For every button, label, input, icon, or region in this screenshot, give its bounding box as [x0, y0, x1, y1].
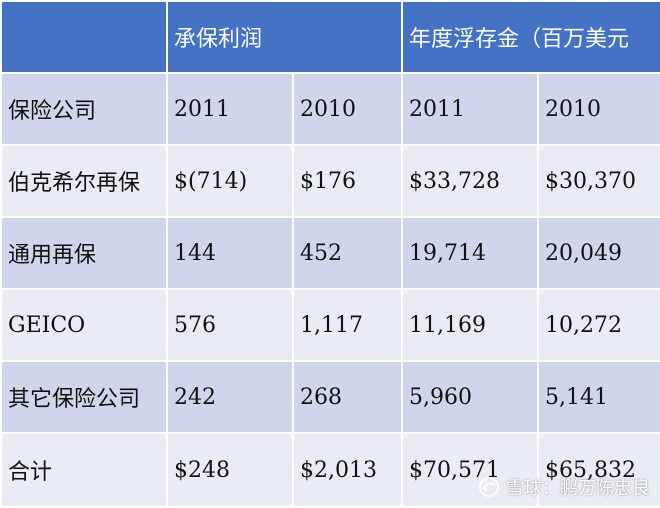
watermark-text: 雪球：鹏万陈忠良 [506, 478, 650, 499]
cell-float-2011: 11,169 [401, 288, 540, 362]
row-label: 合计 [0, 432, 168, 508]
cell-underwriting-2011: 2011 [166, 72, 294, 146]
cell-float-2011: $33,728 [401, 144, 540, 218]
table-row: GEICO 576 1,117 11,169 10,272 [0, 288, 660, 362]
table-row: 伯克希尔再保 $(714) $176 $33,728 $30,370 [0, 144, 660, 218]
table-row: 其它保险公司 242 268 5,960 5,141 [0, 360, 660, 434]
cell-float-2011: 19,714 [401, 216, 540, 290]
cell-underwriting-2010: 268 [291, 360, 404, 434]
table-row-total: 合计 $248 $2,013 $70,571 $65,832 [0, 432, 660, 508]
table-row: 通用再保 144 452 19,714 20,049 [0, 216, 660, 290]
header-empty-cell [0, 0, 168, 74]
cell-underwriting-2011: $(714) [166, 144, 294, 218]
cell-float-2010: 10,272 [537, 288, 660, 362]
cell-float-2011: 2011 [401, 72, 540, 146]
cell-underwriting-2010: $2,013 [291, 432, 404, 508]
row-label: 其它保险公司 [0, 360, 168, 434]
cell-float-2011: 5,960 [401, 360, 540, 434]
row-label: GEICO [0, 288, 168, 362]
cell-float-2010: 2010 [537, 72, 660, 146]
snowball-logo-icon [478, 476, 500, 498]
cell-underwriting-2010: 452 [291, 216, 404, 290]
header-underwriting-profit: 承保利润 [165, 0, 404, 74]
cell-underwriting-2011: $248 [166, 432, 294, 508]
cell-underwriting-2010: 1,117 [291, 288, 404, 362]
cell-underwriting-2011: 144 [166, 216, 294, 290]
cell-underwriting-2010: 2010 [291, 72, 404, 146]
row-label: 伯克希尔再保 [0, 144, 168, 218]
watermark: 雪球：鹏万陈忠良 [478, 474, 650, 500]
cell-underwriting-2011: 242 [166, 360, 294, 434]
table-header-row: 承保利润 年度浮存金（百万美元 [0, 0, 660, 74]
header-float: 年度浮存金（百万美元 [401, 0, 660, 74]
cell-float-2010: $30,370 [537, 144, 660, 218]
cell-float-2011: $70,571 [401, 432, 540, 508]
table-row: 保险公司 2011 2010 2011 2010 [0, 72, 660, 146]
row-label: 保险公司 [0, 72, 168, 146]
cell-underwriting-2011: 576 [166, 288, 294, 362]
cell-float-2010: 5,141 [537, 360, 660, 434]
cell-float-2010: $65,832 [537, 432, 660, 508]
row-label: 通用再保 [0, 216, 168, 290]
cell-underwriting-2010: $176 [291, 144, 404, 218]
cell-float-2010: 20,049 [537, 216, 660, 290]
